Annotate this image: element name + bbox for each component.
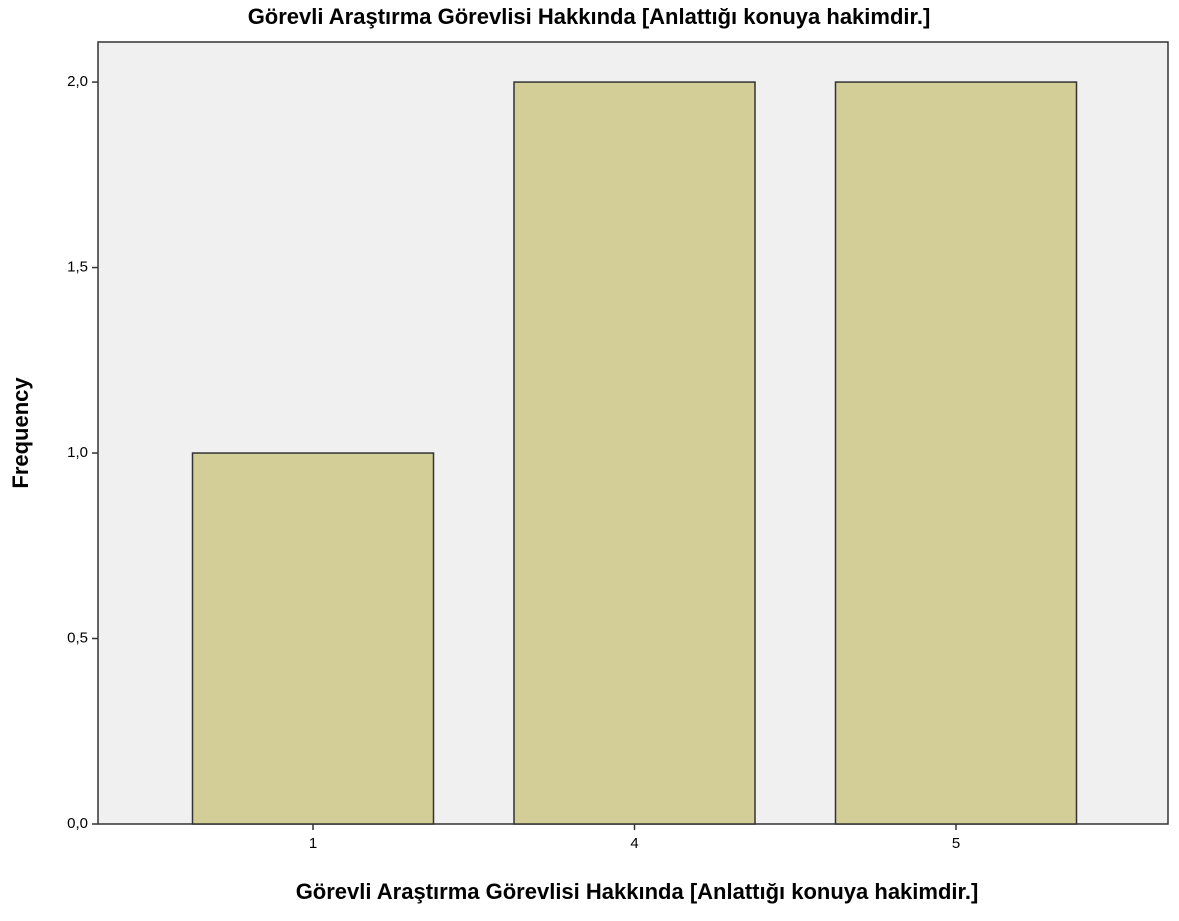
y-tick-label: 1,0	[67, 444, 88, 461]
x-tick-label: 1	[309, 835, 317, 852]
y-tick-label: 2,0	[67, 73, 88, 90]
x-axis-label: Görevli Araştırma Görevlisi Hakkında [An…	[296, 879, 979, 904]
bar	[513, 81, 756, 825]
bar	[834, 81, 1078, 825]
chart-title: Görevli Araştırma Görevlisi Hakkında [An…	[248, 4, 931, 29]
y-tick-label: 0,5	[67, 629, 88, 646]
y-axis-label: Frequency	[8, 377, 33, 489]
y-tick-label: 1,5	[67, 259, 88, 276]
bar	[191, 452, 435, 825]
y-tick-label: 0,0	[67, 815, 88, 832]
x-tick-label: 4	[630, 835, 638, 852]
x-tick-label: 5	[952, 835, 960, 852]
